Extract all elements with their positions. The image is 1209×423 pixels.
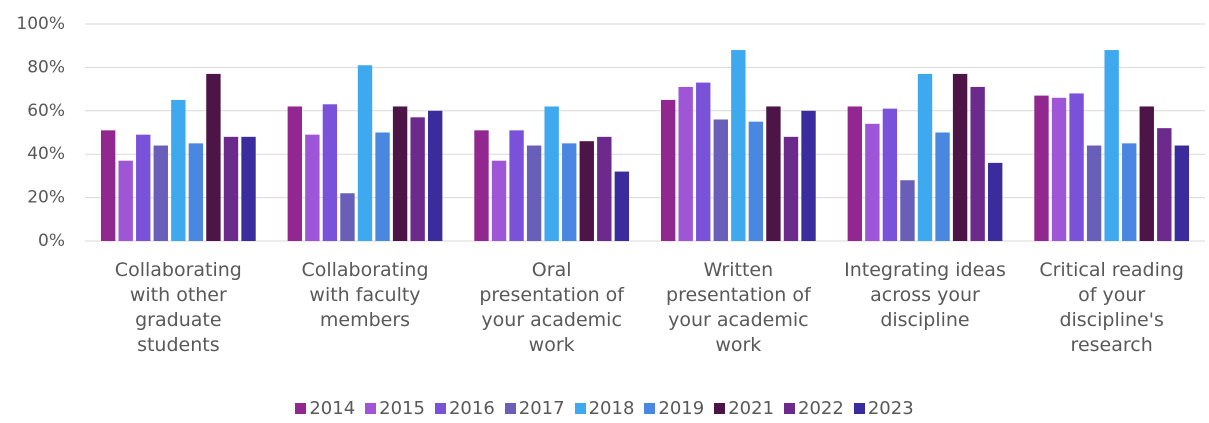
bar [1139, 106, 1154, 242]
bar [491, 160, 507, 241]
legend-swatch [365, 403, 377, 414]
legend-item: 2023 [853, 398, 914, 419]
legend: 2014 2015 2016 2017 2018 2019 2021 2022 2023 [0, 398, 1209, 419]
bar [865, 123, 880, 241]
y-tick-label: 20% [27, 188, 65, 208]
bar [322, 104, 338, 241]
bar [392, 106, 408, 242]
bar [1086, 145, 1102, 241]
bar [614, 171, 630, 241]
x-tick-label: Collaborating with other graduate studen… [114, 259, 242, 356]
bar [428, 110, 443, 241]
bar [1174, 145, 1190, 241]
legend-label: 2018 [588, 398, 635, 419]
legend-item: 2015 [365, 398, 425, 419]
x-tick-label: Written presentation of your academic wo… [666, 259, 811, 356]
bar [136, 134, 151, 241]
bar [118, 160, 133, 241]
bar [731, 50, 746, 241]
bar [713, 119, 728, 241]
legend-item: 2021 [714, 398, 774, 419]
bar [952, 73, 968, 241]
bar [1104, 50, 1119, 241]
bar [171, 99, 186, 241]
bar [526, 145, 542, 241]
bar [410, 117, 425, 241]
y-tick-label: 100% [16, 14, 65, 34]
legend-item: 2018 [574, 398, 635, 419]
x-tick-label: Collaborating with faculty members [301, 259, 429, 331]
bar [223, 136, 239, 241]
bar [544, 106, 559, 242]
legend-label: 2023 [867, 398, 914, 419]
legend-item: 2016 [434, 398, 495, 419]
bar [340, 193, 355, 241]
legend-swatch [853, 403, 865, 414]
bar [1069, 93, 1084, 241]
bar [696, 82, 711, 241]
bar [509, 130, 524, 241]
legend-label: 2017 [518, 398, 565, 419]
bar [100, 130, 116, 241]
legend-swatch [504, 403, 516, 414]
legend-item: 2022 [784, 398, 844, 419]
legend-swatch [784, 403, 796, 414]
legend-label: 2019 [658, 398, 705, 419]
legend-swatch [434, 403, 446, 414]
y-tick-label: 60% [27, 101, 65, 121]
legend-item: 2019 [644, 398, 704, 419]
bar [882, 108, 898, 241]
bar [1034, 95, 1049, 241]
legend-swatch [295, 403, 307, 414]
bar [766, 106, 781, 242]
x-tick-label: Oral presentation of your academic work [479, 259, 624, 356]
legend-swatch [714, 403, 726, 414]
y-tick-label: 40% [27, 144, 65, 164]
bar [801, 110, 816, 241]
legend-item: 2014 [295, 398, 355, 419]
legend-label: 2016 [448, 398, 495, 419]
legend-label: 2022 [798, 398, 844, 419]
bar [847, 106, 862, 242]
bar [562, 143, 577, 241]
bar [206, 73, 221, 241]
bar [1157, 128, 1172, 241]
legend-label: 2021 [728, 398, 775, 419]
legend-swatch [644, 403, 656, 414]
bar [287, 106, 302, 242]
legend-label: 2014 [309, 398, 356, 419]
y-tick-label: 0% [38, 231, 65, 251]
bar [970, 86, 985, 242]
bar [660, 99, 676, 241]
bar [241, 136, 256, 241]
legend-label: 2015 [379, 398, 425, 419]
bar [783, 136, 799, 241]
bar [188, 143, 204, 241]
bar [153, 145, 168, 241]
bar [900, 180, 915, 241]
bar [357, 65, 373, 241]
y-tick-label: 80% [27, 57, 65, 77]
x-tick-label: Integrating ideas across your discipline [844, 259, 1006, 331]
legend-swatch [574, 403, 586, 414]
bar [935, 132, 950, 241]
bar [988, 162, 1003, 241]
bar [474, 130, 489, 241]
bar [748, 121, 764, 241]
bar [1122, 143, 1137, 241]
bar [678, 86, 693, 242]
bar [1051, 97, 1067, 241]
bar [579, 141, 594, 241]
bar [305, 134, 320, 241]
bar [597, 136, 612, 241]
bar [375, 132, 390, 241]
legend-item: 2017 [504, 398, 565, 419]
x-tick-label: Critical reading of your discipline's re… [1039, 259, 1184, 356]
bar [917, 73, 933, 241]
